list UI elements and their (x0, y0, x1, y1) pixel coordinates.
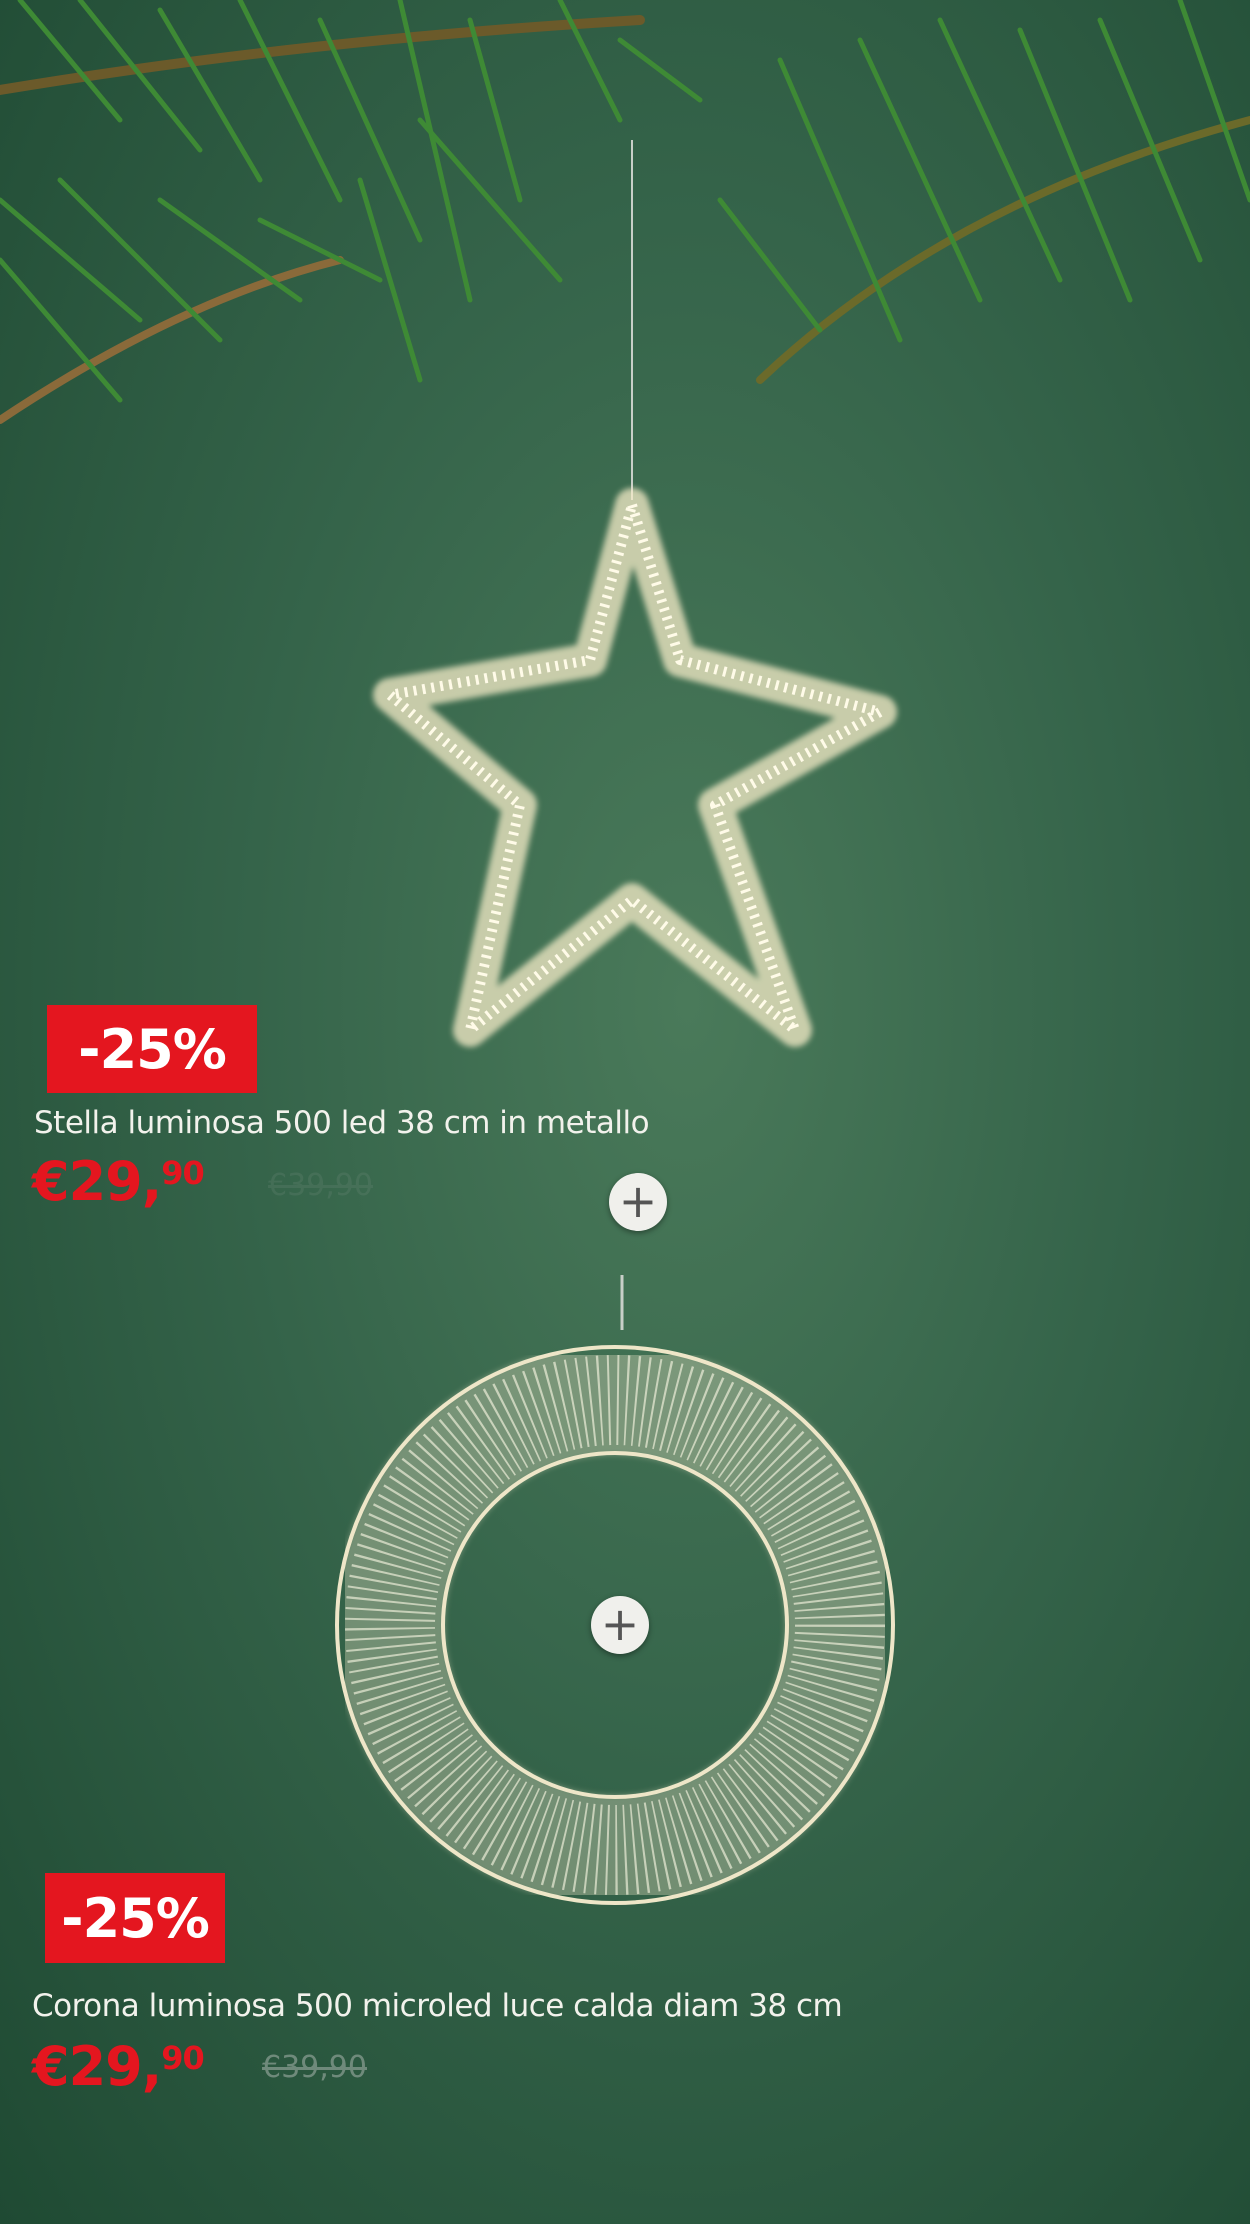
old-price: €39,90 (268, 1168, 373, 1203)
old-price: €39,90 (262, 2050, 367, 2085)
add-product-button[interactable]: + (609, 1173, 667, 1231)
price-main: €29, (32, 1150, 162, 1213)
plus-icon: + (600, 1597, 640, 1651)
product-price: €29,90 (32, 1150, 205, 1213)
price-cents: 90 (161, 2039, 205, 2077)
product-title: Corona luminosa 500 microled luce calda … (32, 1988, 843, 2024)
wreath-light-image (335, 1345, 895, 1905)
star-light-image (373, 488, 897, 1047)
add-product-button[interactable]: + (591, 1596, 649, 1654)
product-title: Stella luminosa 500 led 38 cm in metallo (34, 1105, 650, 1141)
pine-branch-image (0, 0, 1250, 424)
product-price: €29,90 (32, 2035, 205, 2098)
plus-icon: + (618, 1174, 658, 1228)
discount-badge: -25% (47, 1005, 257, 1093)
price-main: €29, (32, 2035, 162, 2098)
discount-badge: -25% (45, 1873, 225, 1963)
price-cents: 90 (161, 1154, 205, 1192)
